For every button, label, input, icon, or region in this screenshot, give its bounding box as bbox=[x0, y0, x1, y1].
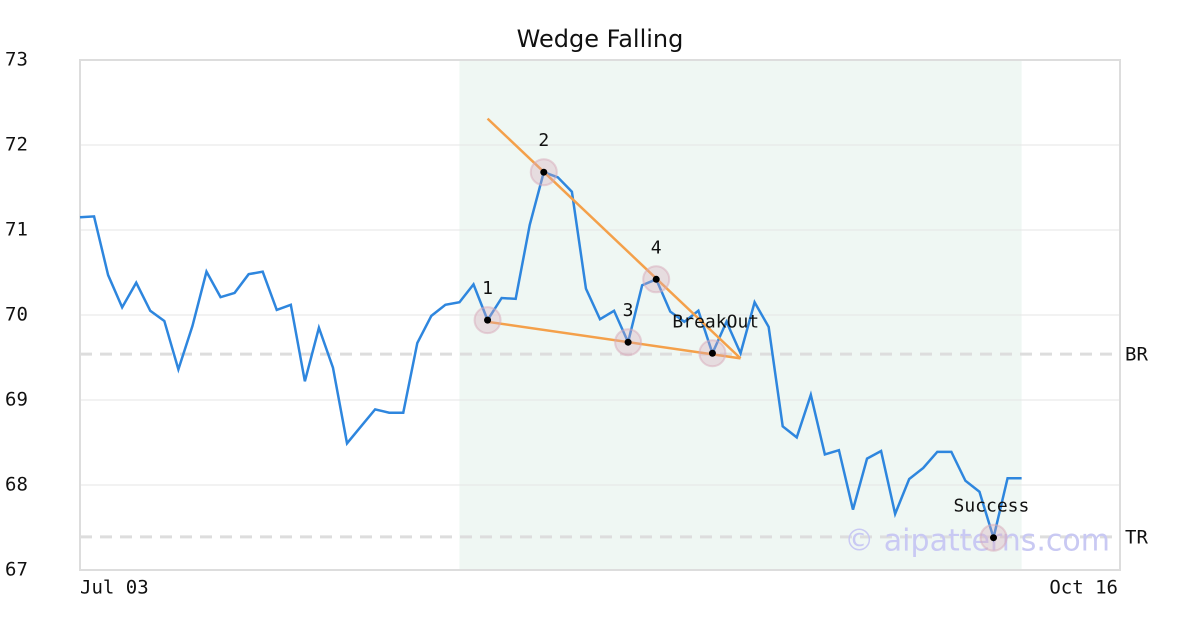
x-tick-label: Oct 16 bbox=[1049, 577, 1118, 599]
point-dot bbox=[540, 168, 548, 176]
watermark: © aipatterns.com bbox=[844, 524, 1110, 559]
plot-frame bbox=[79, 59, 1121, 571]
x-tick-label: Jul 03 bbox=[80, 577, 149, 599]
point-dot bbox=[484, 316, 492, 324]
price-line bbox=[79, 170, 1022, 543]
point-label: 3 bbox=[623, 300, 634, 321]
y-tick-label: 67 bbox=[5, 559, 28, 581]
trendline bbox=[487, 320, 741, 360]
level-label: BR bbox=[1125, 344, 1148, 366]
y-tick-label: 71 bbox=[5, 219, 28, 241]
level-label: TR bbox=[1125, 526, 1148, 548]
point-dot bbox=[990, 534, 998, 542]
y-tick-label: 69 bbox=[5, 389, 28, 411]
point-label: 1 bbox=[482, 278, 493, 299]
y-tick-label: 70 bbox=[5, 304, 28, 326]
point-label: 2 bbox=[538, 130, 549, 151]
point-dot bbox=[652, 275, 660, 283]
y-tick-label: 68 bbox=[5, 474, 28, 496]
point-dot bbox=[708, 349, 716, 357]
point-dot bbox=[624, 338, 632, 346]
y-tick-label: 73 bbox=[5, 49, 28, 71]
chart-title: Wedge Falling bbox=[517, 25, 684, 53]
point-label: 4 bbox=[651, 237, 662, 258]
point-label: BreakOut bbox=[672, 311, 759, 332]
point-label: Success bbox=[954, 496, 1030, 517]
trendline bbox=[486, 117, 742, 360]
y-tick-label: 72 bbox=[5, 134, 28, 156]
